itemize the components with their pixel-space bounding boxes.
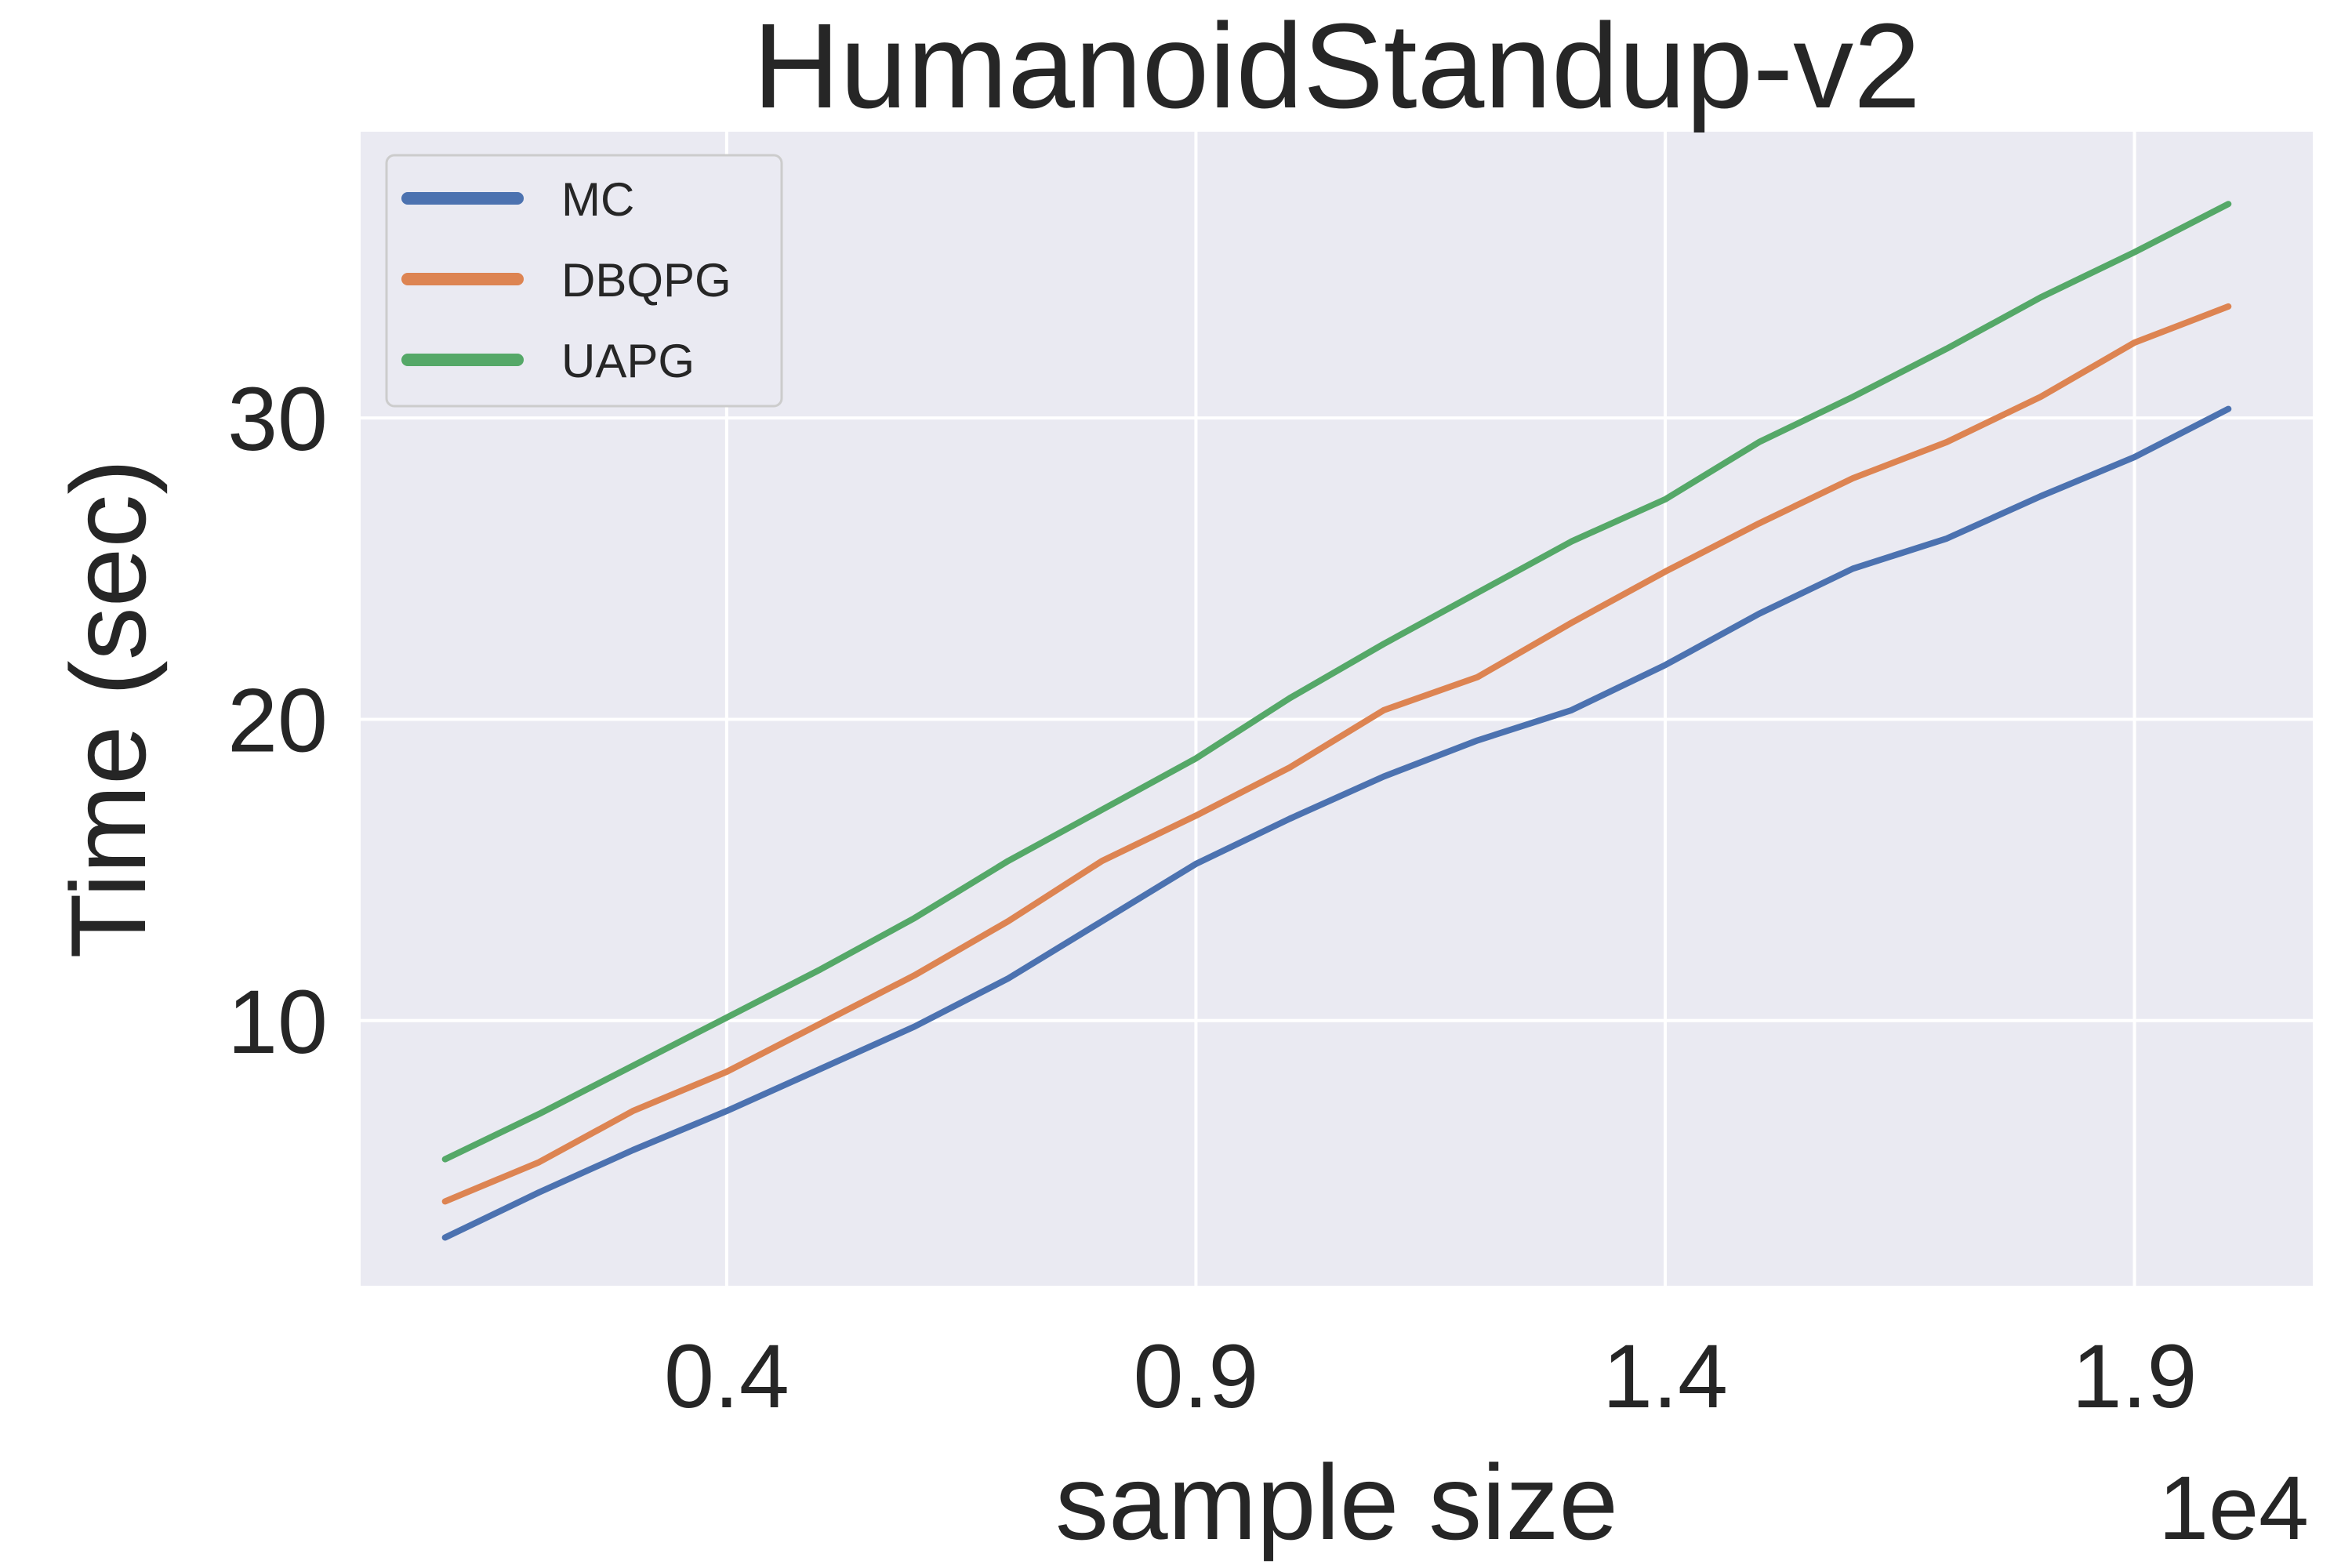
x-tick-label: 1.4 [1602,1327,1728,1427]
legend: MC DBQPG UAPG [385,154,783,408]
legend-box [385,154,783,408]
x-tick-label: 0.4 [664,1327,789,1427]
y-tick-labels: 10 20 30 [227,369,328,1073]
y-tick-label: 20 [227,670,328,771]
legend-label: UAPG [561,335,695,387]
x-tick-label: 1.9 [2072,1327,2198,1427]
series-line-dbqpg [441,303,2232,1205]
series-line-mc [441,405,2232,1241]
legend-label: MC [561,173,634,226]
legend-label: DBQPG [561,254,731,307]
x-axis-label: sample size [1055,1443,1618,1562]
x-tick-label: 0.9 [1133,1327,1258,1427]
y-axis-label: Time (sec) [49,459,168,958]
x-tick-labels: 0.4 0.9 1.4 1.9 [664,1327,2198,1427]
series-line-uapg [441,201,2232,1163]
chart-title: HumanoidStandup-v2 [753,0,1921,133]
y-tick-label: 30 [227,369,328,470]
x-axis-offset-label: 1e4 [2158,1458,2309,1559]
series-group [441,201,2232,1241]
y-tick-label: 10 [227,972,328,1073]
legend-items: MC DBQPG UAPG [401,173,731,387]
